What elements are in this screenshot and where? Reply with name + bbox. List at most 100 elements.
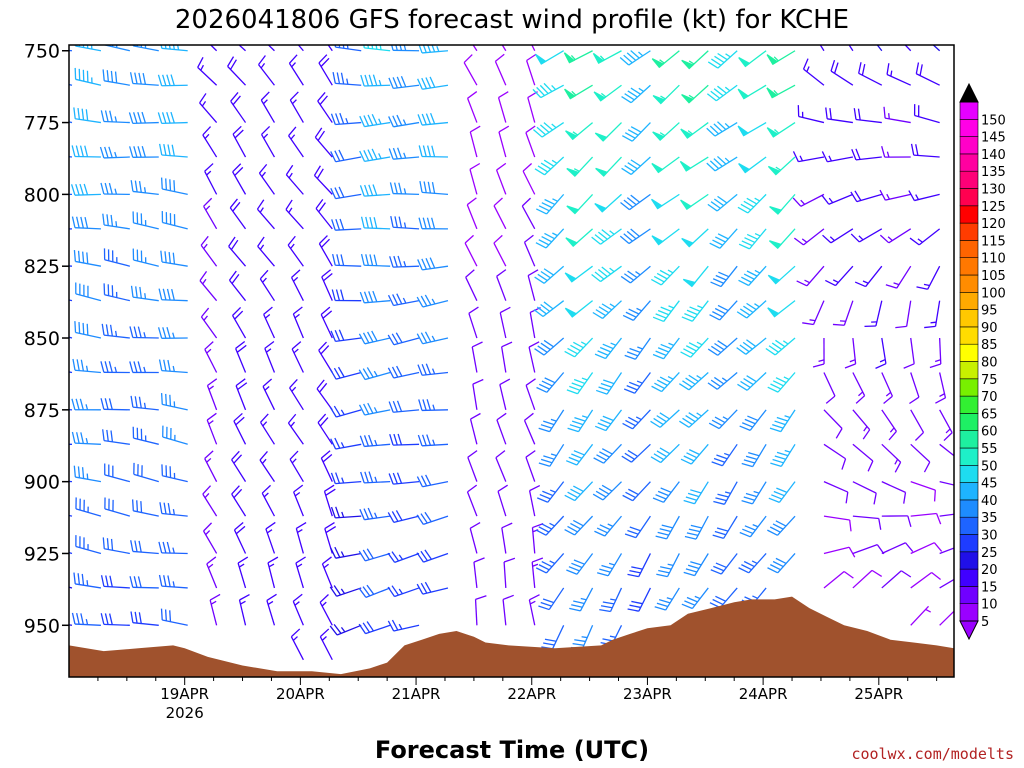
wind-barb [129, 72, 159, 86]
wind-barb [417, 112, 449, 126]
wind-barb [767, 265, 796, 285]
wind-barb [388, 472, 420, 485]
wind-barb [875, 337, 887, 369]
wind-barb [363, 45, 391, 52]
colorbar-swatch [959, 153, 979, 172]
wind-barb [418, 145, 448, 158]
wind-barb [739, 409, 767, 431]
wind-barb [128, 111, 159, 125]
wind-barb [651, 228, 680, 246]
wind-barb [535, 515, 565, 536]
wind-barb [767, 156, 796, 176]
wind-barb [594, 409, 623, 432]
wind-barb [622, 122, 651, 142]
wind-barb [230, 92, 247, 123]
wind-barb [624, 337, 651, 360]
wind-barb [797, 105, 825, 124]
wind-barb [802, 300, 825, 326]
wind-barb [881, 481, 907, 504]
wind-barb [102, 213, 130, 230]
wind-barb [682, 265, 709, 288]
wind-barb [852, 372, 866, 404]
wind-barb [767, 553, 796, 574]
wind-barb [652, 300, 680, 323]
wind-barb [202, 126, 218, 158]
wind-barb [358, 584, 391, 598]
wind-barb [358, 330, 391, 345]
y-tick-label: 850 [24, 328, 60, 350]
wind-barb [418, 45, 449, 54]
wind-barb [469, 522, 481, 554]
colorbar: 5 10 15 20 25 30 35 40 45 50 55 60 65 70 75 80 85 90 95 100… [959, 82, 1006, 641]
wind-barb [102, 429, 130, 445]
colorbar-label: 90 [981, 321, 998, 336]
wind-barb [315, 198, 333, 230]
wind-barb [74, 45, 102, 52]
wind-barb [915, 62, 940, 86]
wind-barb [738, 50, 767, 68]
wind-barb [359, 184, 391, 197]
wind-barb [391, 45, 420, 52]
wind-barb [297, 45, 304, 52]
wind-barb [75, 282, 102, 302]
wind-barb [73, 107, 102, 124]
wind-barb [823, 570, 854, 589]
wind-barb [525, 450, 536, 482]
wind-barb [741, 443, 767, 468]
wind-barb [825, 265, 854, 287]
wind-barb [495, 162, 507, 195]
wind-barb [130, 395, 159, 411]
wind-barb [767, 300, 796, 318]
colorbar-label: 70 [981, 390, 998, 405]
wind-barb [387, 332, 420, 346]
wind-barb [232, 125, 247, 158]
wind-barb [591, 228, 622, 245]
wind-barb [595, 156, 622, 177]
wind-barb [320, 306, 333, 339]
wind-barb [318, 54, 333, 86]
terrain-surface [69, 596, 954, 677]
wind-barb [332, 72, 362, 86]
wind-barb [765, 337, 796, 356]
wind-barb [292, 593, 304, 626]
colorbar-swatch [959, 395, 979, 414]
wind-barb [471, 341, 483, 373]
colorbar-swatch [959, 309, 979, 328]
wind-barb [525, 125, 536, 158]
wind-barb [360, 471, 391, 484]
wind-barb [359, 507, 391, 521]
wind-barb [599, 587, 623, 613]
wind-barb [497, 484, 508, 517]
y-axis: 750 775 800 825 850 875 900 925 950 [24, 41, 69, 637]
wind-barb [879, 189, 911, 201]
colorbar-label: 15 [981, 580, 998, 595]
wind-barb [71, 398, 101, 411]
wind-barb [417, 76, 449, 90]
wind-barb [289, 378, 304, 411]
wind-barb [501, 45, 507, 52]
x-tick-sublabel: 2026 [166, 704, 204, 722]
wind-barb [388, 114, 420, 128]
wind-barb [319, 594, 333, 626]
wind-barb [823, 546, 856, 558]
wind-barb [259, 269, 275, 302]
wind-barb [319, 628, 333, 661]
wind-barb [680, 443, 709, 465]
wind-barb [318, 235, 333, 267]
wind-barb [132, 45, 159, 52]
wind-barb [566, 553, 594, 575]
wind-barb [881, 542, 914, 555]
wind-barb [592, 300, 622, 320]
wind-barb [204, 163, 218, 195]
wind-barb [69, 299, 73, 302]
wind-barb [825, 107, 853, 124]
wind-barb [769, 193, 796, 215]
wind-barb [263, 306, 276, 339]
wind-barb [327, 45, 333, 52]
wind-barb [329, 585, 362, 597]
wind-barb [329, 405, 362, 418]
wind-barb [932, 45, 941, 52]
wind-barb [389, 255, 420, 268]
wind-barb [358, 548, 391, 562]
wind-barb [534, 156, 565, 176]
